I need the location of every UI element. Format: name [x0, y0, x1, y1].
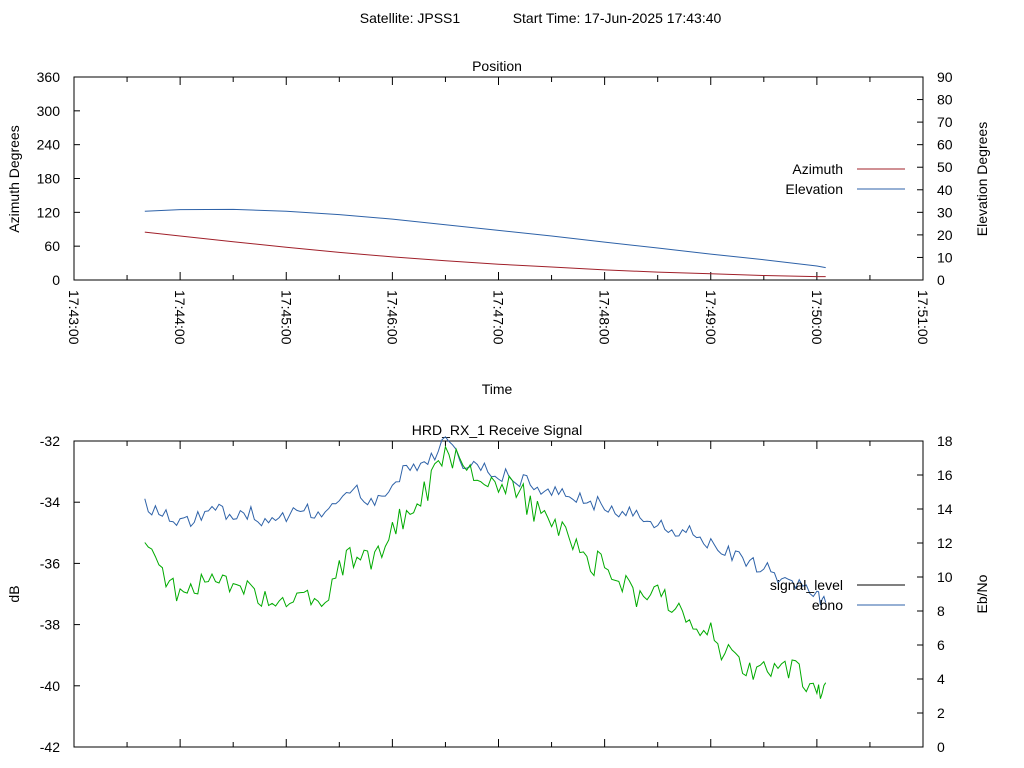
position-title: Position [472, 58, 522, 74]
y2-tick-label: 80 [937, 92, 953, 108]
y-tick-label: 60 [44, 238, 60, 254]
position-plot-frame [73, 76, 924, 281]
position-ticks: 0 60 120 180 240 300 360 0 10 20 30 40 50 60 70 80 90 17:… [37, 69, 953, 345]
signal-ticks: -42 -40 -38 -36 -34 -32 0 2 4 6 8 10 12 14 16 18 [40, 433, 953, 755]
legend-label-elevation: Elevation [785, 181, 843, 197]
y-tick-label: -32 [40, 433, 60, 449]
y2-tick-label: 0 [937, 739, 945, 755]
x-tick-label: 17:44:00 [172, 290, 188, 345]
y-tick-label: -34 [40, 494, 60, 510]
y2-tick-label: 14 [937, 501, 953, 517]
x-tick-label: 17:48:00 [597, 290, 613, 345]
position-series [144, 208, 826, 278]
signal-title: HRD_RX_1 Receive Signal [412, 422, 582, 438]
signal-ylabel: dB [6, 585, 22, 602]
signal-series [144, 436, 827, 699]
y-tick-label: 180 [37, 171, 61, 187]
signal-plot-frame [73, 440, 924, 748]
start-time-label: Start Time: 17-Jun-2025 17:43:40 [513, 10, 722, 26]
y2-tick-label: 60 [937, 137, 953, 153]
position-chart: Position Azimuth Degrees Elevation Degre… [6, 58, 990, 397]
y-tick-label: 120 [37, 204, 61, 220]
y-tick-label: -38 [40, 617, 60, 633]
y2-tick-label: 10 [937, 249, 953, 265]
y-tick-label: 300 [37, 103, 61, 119]
y2-tick-label: 40 [937, 182, 953, 198]
position-legend: Azimuth Elevation [785, 161, 905, 197]
y2-tick-label: 30 [937, 204, 953, 220]
y2-tick-label: 8 [937, 603, 945, 619]
y-tick-label: 240 [37, 137, 61, 153]
y2-tick-label: 2 [937, 705, 945, 721]
y2-tick-label: 6 [937, 637, 945, 653]
position-y2label: Elevation Degrees [974, 122, 990, 236]
y-tick-label: -36 [40, 555, 60, 571]
x-tick-label: 17:45:00 [278, 290, 294, 345]
y-tick-label: -42 [40, 739, 60, 755]
signal-chart: HRD_RX_1 Receive Signal dB Eb/No -42-40-… [6, 422, 990, 755]
series-line-azimuth [144, 231, 826, 278]
signal-y2label: Eb/No [974, 574, 990, 613]
x-tick-label: 17:49:00 [703, 290, 719, 345]
x-tick-label: 17:50:00 [809, 290, 825, 345]
y-tick-label: 0 [52, 272, 60, 288]
series-line-ebno [144, 436, 827, 606]
x-tick-label: 17:46:00 [384, 290, 400, 345]
y2-tick-label: 90 [937, 69, 953, 85]
legend-label-signal-level: signal_level [770, 577, 843, 593]
y2-tick-label: 70 [937, 114, 953, 130]
series-line-unnamed [144, 445, 827, 699]
y2-tick-label: 16 [937, 467, 953, 483]
y-tick-label: -40 [40, 678, 60, 694]
satellite-label: Satellite: JPSS1 [360, 10, 461, 26]
y2-tick-label: 0 [937, 272, 945, 288]
position-xlabel: Time [482, 381, 513, 397]
series-line-elevation [144, 208, 826, 269]
y2-tick-label: 18 [937, 433, 953, 449]
y2-tick-label: 20 [937, 227, 953, 243]
y2-tick-label: 10 [937, 569, 953, 585]
x-tick-label: 17:51:00 [915, 290, 931, 345]
legend-label-ebno: ebno [812, 597, 843, 613]
x-tick-label: 17:43:00 [66, 290, 82, 345]
position-ylabel: Azimuth Degrees [6, 125, 22, 232]
legend-label-azimuth: Azimuth [792, 161, 843, 177]
y2-tick-label: 12 [937, 535, 953, 551]
y2-tick-label: 50 [937, 159, 953, 175]
y2-tick-label: 4 [937, 671, 945, 687]
y-tick-label: 360 [37, 69, 61, 85]
x-tick-label: 17:47:00 [491, 290, 507, 345]
